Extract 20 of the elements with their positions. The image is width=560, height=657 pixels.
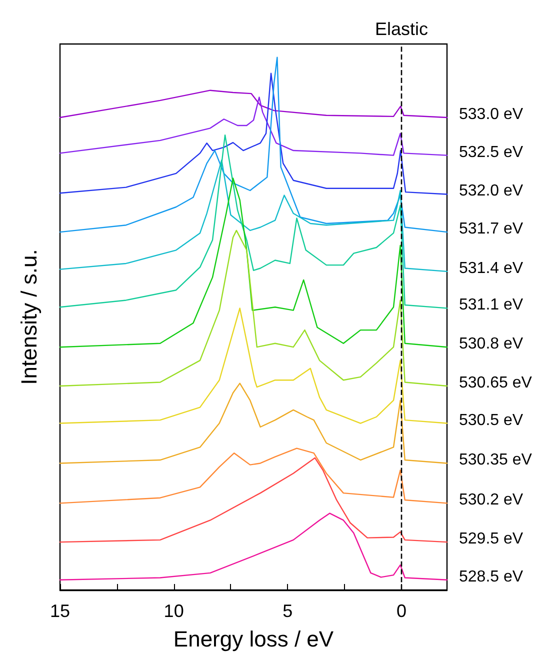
series-label: 531.1 eV [459,296,524,314]
x-tick-label: 15 [50,601,70,621]
series-label: 533.0 eV [459,106,524,124]
series-label: 530.5 eV [459,412,524,429]
series-label: 532.0 eV [459,182,524,200]
series-label: 531.7 eV [459,220,524,238]
x-tick-label: 10 [164,601,184,621]
x-tick-label: 0 [396,601,406,621]
x-axis-title: Energy loss / eV [173,626,334,652]
y-axis-title: Intensity / s.u. [16,249,42,385]
series-label: 531.4 eV [459,260,524,277]
series-label: 529.5 eV [459,530,524,548]
series-label: 528.5 eV [459,568,524,586]
ref-line-label: Elastic [374,19,428,39]
series-label: 530.2 eV [459,492,524,509]
series-label: 530.35 eV [459,452,532,469]
x-tick-label: 5 [282,601,293,621]
series-label: 530.65 eV [459,374,532,392]
series-label: 532.5 eV [459,144,524,161]
series-label: 530.8 eV [459,336,524,353]
